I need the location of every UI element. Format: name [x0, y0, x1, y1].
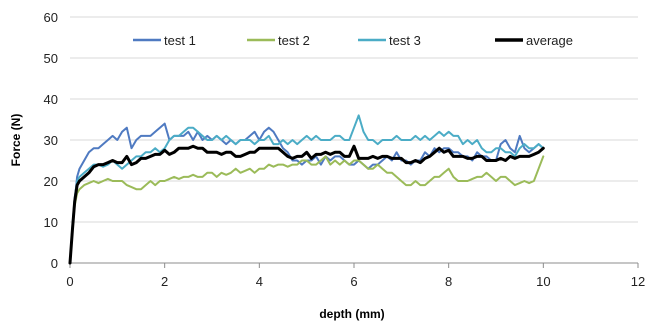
- y-axis-title: Force (N): [9, 114, 23, 167]
- x-tick-label-0: 0: [66, 274, 73, 289]
- y-tick-label-0: 0: [51, 256, 58, 271]
- axes: 0 10 20 30 40 50 60 0 2 4 6 8 10 12: [44, 10, 646, 289]
- x-axis-title: depth (mm): [319, 307, 384, 321]
- y-tick-label-30: 30: [44, 133, 58, 148]
- x-tick-label-4: 4: [256, 274, 263, 289]
- series-layer: [68, 114, 545, 265]
- x-tick-label-8: 8: [445, 274, 452, 289]
- y-tick-label-60: 60: [44, 10, 58, 25]
- y-tick-label-20: 20: [44, 174, 58, 189]
- y-tick-label-40: 40: [44, 92, 58, 107]
- legend-label-test-2: test 2: [278, 33, 310, 48]
- series-line-test-2: [69, 155, 545, 264]
- legend-label-test-3: test 3: [389, 33, 421, 48]
- series-line-test-3: [69, 114, 545, 264]
- x-tick-label-10: 10: [536, 274, 550, 289]
- y-tick-label-10: 10: [44, 215, 58, 230]
- legend: test 1 test 2 test 3 average: [133, 33, 573, 48]
- x-tick-label-6: 6: [350, 274, 357, 289]
- y-tick-label-50: 50: [44, 51, 58, 66]
- x-tick-label-2: 2: [161, 274, 168, 289]
- x-tick-label-12: 12: [631, 274, 645, 289]
- legend-label-test-1: test 1: [164, 33, 196, 48]
- series-line-average: [68, 144, 545, 265]
- legend-label-average: average: [526, 33, 573, 48]
